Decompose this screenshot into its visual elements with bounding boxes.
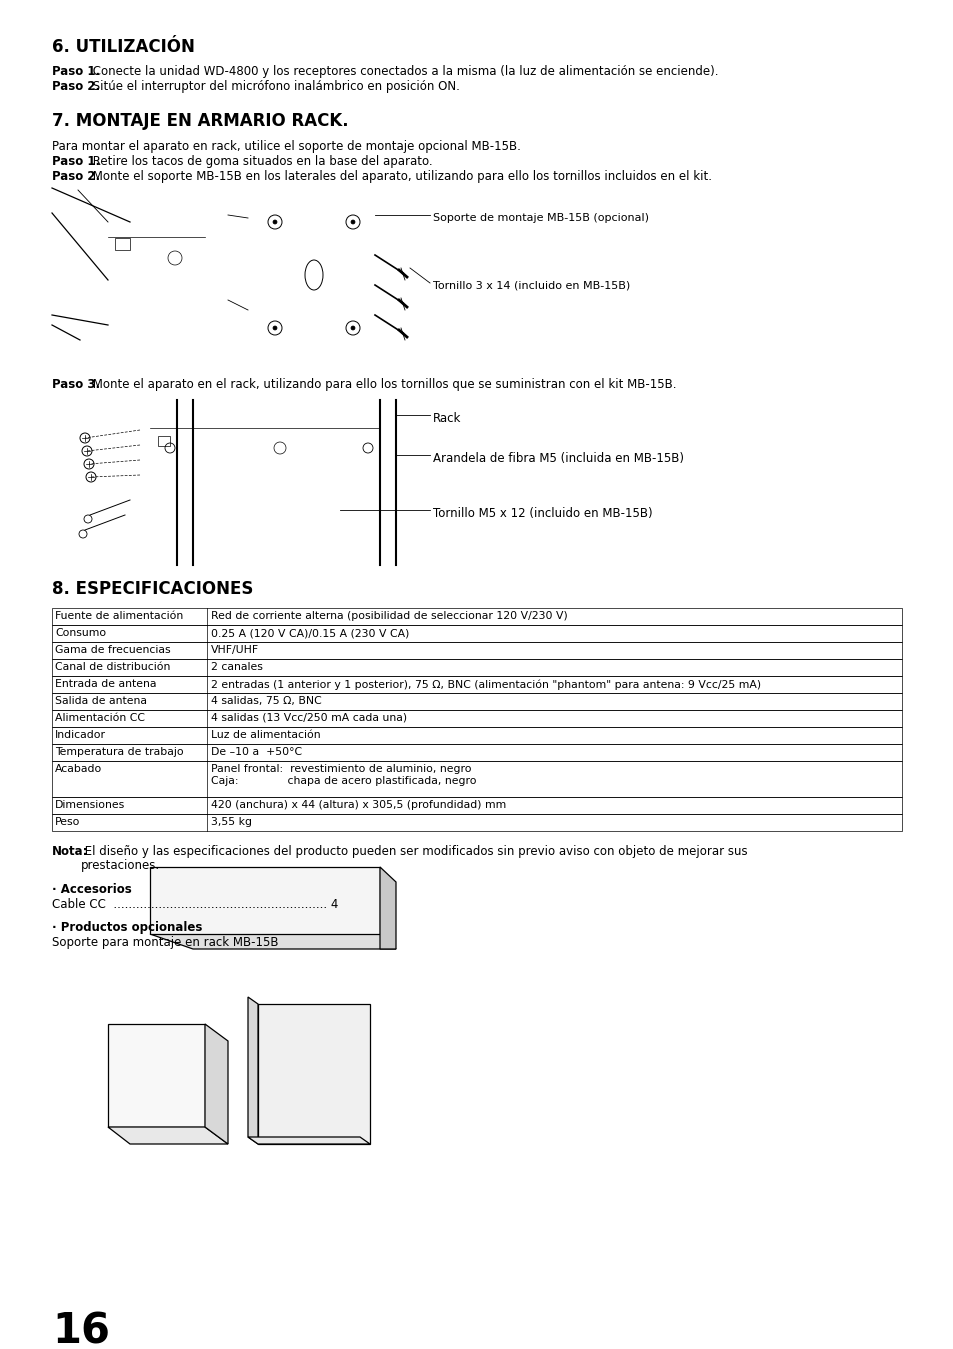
Text: 6. UTILIZACIÓN: 6. UTILIZACIÓN (52, 38, 194, 57)
Bar (52, 710, 901, 727)
Text: · Accesorios: · Accesorios (52, 884, 132, 896)
Circle shape (351, 220, 355, 224)
Text: Salida de antena: Salida de antena (55, 696, 147, 706)
Polygon shape (108, 1024, 205, 1126)
Text: Paso 1.: Paso 1. (52, 155, 100, 169)
Text: prestaciones.: prestaciones. (81, 859, 160, 871)
Text: Monte el soporte MB-15B en los laterales del aparato, utilizando para ello los t: Monte el soporte MB-15B en los laterales… (89, 170, 711, 183)
Bar (52, 625, 901, 642)
Text: Soporte de montaje MB-15B (opcional): Soporte de montaje MB-15B (opcional) (433, 213, 648, 223)
Bar (52, 660, 901, 676)
Bar (52, 813, 901, 831)
Text: Conecte la unidad WD-4800 y los receptores conectados a la misma (la luz de alim: Conecte la unidad WD-4800 y los receptor… (89, 65, 718, 78)
Text: 8. ESPECIFICACIONES: 8. ESPECIFICACIONES (52, 580, 253, 598)
Text: Paso 2.: Paso 2. (52, 170, 100, 183)
Text: Alimentación CC: Alimentación CC (55, 714, 145, 723)
Polygon shape (150, 934, 395, 948)
Circle shape (351, 326, 355, 331)
Bar (52, 727, 901, 745)
Text: Paso 3.: Paso 3. (52, 378, 100, 391)
Text: Fuente de alimentación: Fuente de alimentación (55, 611, 183, 621)
Polygon shape (379, 867, 395, 948)
Polygon shape (257, 1004, 370, 1144)
Polygon shape (205, 1024, 228, 1144)
Bar (52, 608, 901, 625)
Text: 4 salidas, 75 Ω, BNC: 4 salidas, 75 Ω, BNC (211, 696, 321, 706)
Text: Canal de distribución: Canal de distribución (55, 662, 171, 672)
Text: Temperatura de trabajo: Temperatura de trabajo (55, 747, 183, 757)
Bar (52, 693, 901, 710)
Bar (115, 237, 130, 250)
Circle shape (273, 326, 276, 331)
Text: 16: 16 (52, 1310, 110, 1349)
Text: Paso 1.: Paso 1. (52, 65, 100, 78)
Text: De –10 a  +50°C: De –10 a +50°C (211, 747, 302, 757)
Bar (52, 642, 901, 660)
Text: Retire los tacos de goma situados en la base del aparato.: Retire los tacos de goma situados en la … (89, 155, 432, 169)
Text: · Productos opcionales: · Productos opcionales (52, 921, 202, 934)
Polygon shape (248, 1137, 370, 1144)
Text: 2 canales: 2 canales (211, 662, 263, 672)
Bar (52, 797, 901, 813)
Bar (52, 761, 901, 797)
Text: Indicador: Indicador (55, 730, 106, 741)
Text: 0.25 A (120 V CA)/0.15 A (230 V CA): 0.25 A (120 V CA)/0.15 A (230 V CA) (211, 629, 409, 638)
Text: Peso: Peso (55, 817, 80, 827)
Text: Arandela de fibra M5 (incluida en MB-15B): Arandela de fibra M5 (incluida en MB-15B… (433, 452, 683, 465)
Text: Acabado: Acabado (55, 764, 102, 774)
Text: Entrada de antena: Entrada de antena (55, 679, 156, 689)
Text: 2 entradas (1 anterior y 1 posterior), 75 Ω, BNC (alimentación "phantom" para an: 2 entradas (1 anterior y 1 posterior), 7… (211, 679, 760, 689)
Bar (52, 745, 901, 761)
Text: Sitúe el interruptor del micrófono inalámbrico en posición ON.: Sitúe el interruptor del micrófono inalá… (89, 80, 459, 93)
Text: Rack: Rack (433, 411, 461, 425)
Bar (158, 436, 170, 447)
Text: Cable CC  ......................................................... 4: Cable CC ...............................… (52, 898, 338, 911)
Text: 4 salidas (13 Vcc/250 mA cada una): 4 salidas (13 Vcc/250 mA cada una) (211, 714, 407, 723)
Circle shape (273, 220, 276, 224)
Text: Panel frontal:  revestimiento de aluminio, negro
Caja:              chapa de ace: Panel frontal: revestimiento de aluminio… (211, 764, 476, 785)
Text: Monte el aparato en el rack, utilizando para ello los tornillos que se suministr: Monte el aparato en el rack, utilizando … (89, 378, 676, 391)
Polygon shape (150, 867, 379, 934)
Bar (52, 676, 901, 693)
Text: Luz de alimentación: Luz de alimentación (211, 730, 320, 741)
Text: Nota:: Nota: (52, 844, 89, 858)
Text: Consumo: Consumo (55, 629, 106, 638)
Text: Soporte para montaje en rack MB-15B: Soporte para montaje en rack MB-15B (52, 936, 278, 948)
Text: Gama de frecuencias: Gama de frecuencias (55, 645, 171, 656)
Text: Tornillo M5 x 12 (incluido en MB-15B): Tornillo M5 x 12 (incluido en MB-15B) (433, 507, 652, 519)
Polygon shape (248, 997, 257, 1144)
Text: Red de corriente alterna (posibilidad de seleccionar 120 V/230 V): Red de corriente alterna (posibilidad de… (211, 611, 567, 621)
Text: Tornillo 3 x 14 (incluido en MB-15B): Tornillo 3 x 14 (incluido en MB-15B) (433, 281, 630, 290)
Polygon shape (108, 1126, 228, 1144)
Text: VHF/UHF: VHF/UHF (211, 645, 259, 656)
Text: 3,55 kg: 3,55 kg (211, 817, 252, 827)
Text: Dimensiones: Dimensiones (55, 800, 125, 809)
Text: 420 (anchura) x 44 (altura) x 305,5 (profundidad) mm: 420 (anchura) x 44 (altura) x 305,5 (pro… (211, 800, 506, 809)
Text: 7. MONTAJE EN ARMARIO RACK.: 7. MONTAJE EN ARMARIO RACK. (52, 112, 348, 130)
Text: Paso 2.: Paso 2. (52, 80, 100, 93)
Text: Para montar el aparato en rack, utilice el soporte de montaje opcional MB-15B.: Para montar el aparato en rack, utilice … (52, 140, 520, 152)
Text: El diseño y las especificaciones del producto pueden ser modificados sin previo : El diseño y las especificaciones del pro… (81, 844, 747, 858)
